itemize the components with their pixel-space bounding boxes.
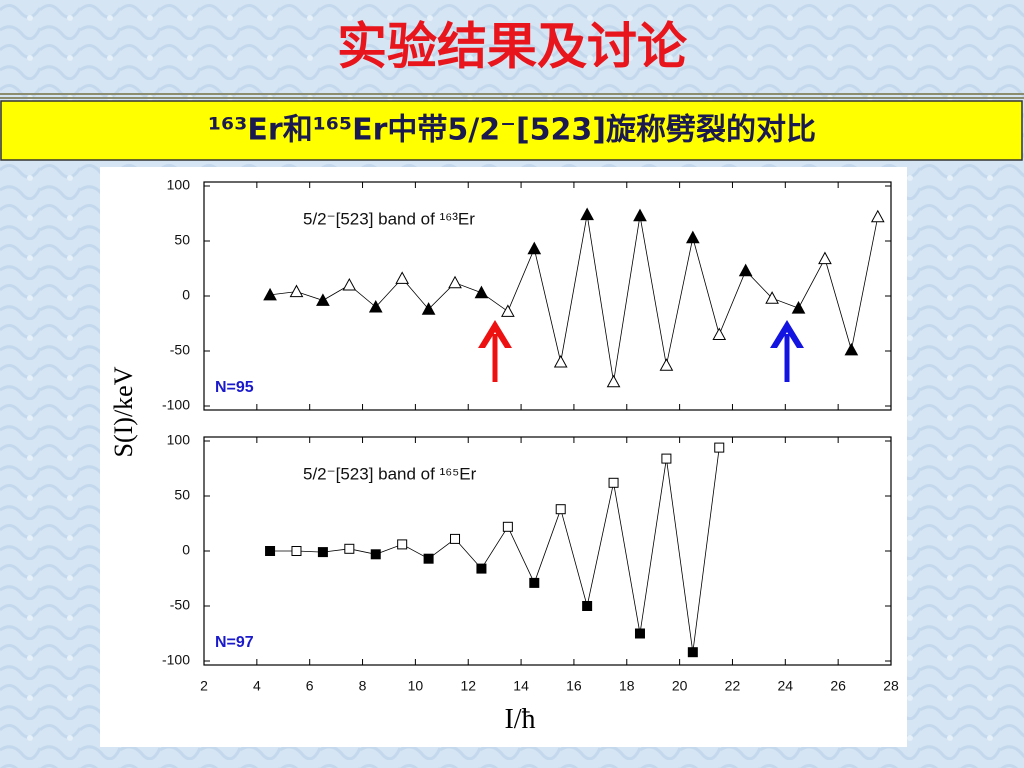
annotation: N=95: [215, 379, 254, 396]
x-tick-label: 26: [830, 678, 846, 694]
y-tick-label: -50: [170, 342, 190, 358]
marker: [342, 277, 357, 291]
x-tick-label: 10: [408, 678, 424, 694]
x-tick-label: 18: [619, 678, 635, 694]
x-tick-label: 2: [200, 678, 208, 694]
marker: [553, 354, 568, 368]
x-axis-label: I/ħ: [504, 704, 535, 735]
marker: [317, 547, 328, 558]
marker: [712, 327, 727, 340]
marker: [791, 301, 806, 314]
marker: [397, 539, 408, 550]
marker: [316, 293, 330, 306]
marker: [263, 287, 277, 301]
subtitle-box: [0, 100, 1023, 161]
marker: [423, 553, 434, 564]
marker: [265, 546, 276, 556]
y-tick-label: 50: [174, 232, 190, 248]
marker: [870, 209, 885, 223]
annotation: N=97: [215, 634, 254, 651]
marker: [608, 477, 619, 488]
slide-title: 实验结果及讨论: [337, 18, 688, 76]
marker: [765, 291, 779, 304]
chart-area: [100, 167, 907, 747]
x-tick-label: 22: [725, 678, 741, 694]
y-tick-label: 0: [182, 542, 190, 558]
marker: [818, 251, 832, 265]
y-tick-label: -100: [162, 652, 190, 668]
y-tick-label: -50: [170, 597, 190, 613]
x-tick-label: 24: [778, 678, 794, 694]
x-tick-label: 16: [566, 678, 582, 694]
marker: [580, 207, 594, 221]
plot-title: 5/2⁻[523] band of ¹⁶⁵Er: [303, 464, 477, 483]
marker: [291, 546, 302, 556]
marker: [714, 442, 725, 453]
marker: [502, 521, 513, 532]
marker: [844, 342, 859, 356]
marker: [501, 304, 515, 317]
marker: [395, 271, 410, 284]
marker: [474, 285, 489, 299]
x-tick-label: 12: [460, 678, 476, 694]
y-tick-label: 0: [182, 287, 190, 303]
marker: [687, 647, 698, 658]
marker: [529, 577, 540, 588]
red-arrow: [478, 320, 512, 382]
marker: [582, 601, 593, 611]
marker: [368, 299, 383, 313]
marker: [476, 563, 487, 574]
marker: [370, 549, 381, 560]
marker: [289, 284, 304, 298]
x-tick-label: 8: [359, 678, 367, 694]
y-axis-label: S(I)/keV: [109, 366, 138, 457]
x-tick-label: 6: [306, 678, 314, 694]
marker: [633, 208, 647, 222]
marker: [344, 543, 355, 554]
marker: [659, 358, 674, 371]
x-tick-label: 4: [253, 678, 261, 694]
y-tick-label: 100: [167, 432, 191, 448]
y-tick-label: 100: [167, 177, 191, 193]
marker: [527, 241, 542, 255]
blue-arrow: [770, 320, 804, 382]
subtitle: ¹⁶³Er和¹⁶⁵Er中带5/2⁻[523]旋称劈裂的对比: [208, 113, 816, 148]
y-tick-label: -100: [162, 397, 190, 413]
marker: [661, 453, 672, 464]
x-tick-label: 20: [672, 678, 688, 694]
y-tick-label: 50: [174, 487, 190, 503]
x-tick-label: 28: [883, 678, 899, 694]
plot-title: 5/2⁻[523] band of ¹⁶³Er: [303, 209, 475, 228]
marker: [450, 533, 461, 544]
marker: [634, 628, 645, 639]
marker: [555, 504, 566, 515]
marker: [448, 275, 462, 289]
x-tick-label: 14: [513, 678, 529, 694]
marker: [606, 374, 621, 388]
marker: [421, 302, 436, 315]
marker: [685, 230, 700, 244]
marker: [738, 263, 753, 277]
